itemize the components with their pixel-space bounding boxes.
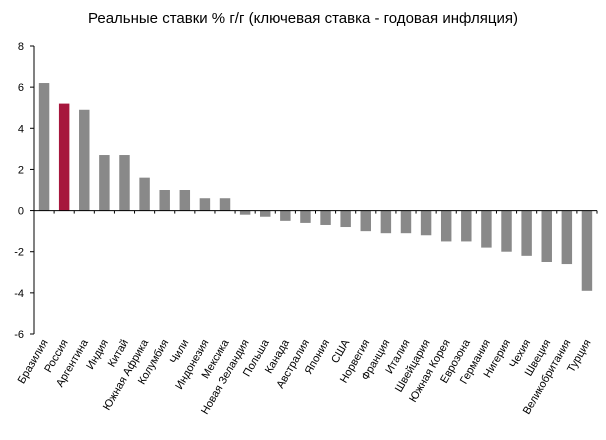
bar <box>58 103 70 211</box>
bar <box>199 198 211 211</box>
y-tick-label: 4 <box>18 123 24 135</box>
y-tick-label: 0 <box>18 206 24 218</box>
bar <box>159 190 170 211</box>
y-tick-label: 8 <box>18 41 24 53</box>
bar <box>581 210 593 291</box>
bar <box>99 155 110 211</box>
y-tick-label: -4 <box>14 288 24 300</box>
bar <box>420 210 432 236</box>
bar <box>521 210 532 256</box>
bar <box>280 210 291 221</box>
bar <box>38 83 50 211</box>
bar <box>179 190 191 211</box>
bar <box>79 109 90 211</box>
bar <box>461 210 472 242</box>
bar <box>219 198 231 211</box>
bar <box>481 210 492 248</box>
bar <box>239 210 251 215</box>
bar <box>260 210 271 217</box>
bar <box>561 210 573 265</box>
y-tick-label: 6 <box>18 82 24 94</box>
bar <box>300 210 311 223</box>
bar <box>360 210 371 232</box>
bar <box>541 210 552 262</box>
y-tick-label: 2 <box>18 164 24 176</box>
bar <box>440 210 452 242</box>
bar <box>501 210 512 252</box>
bar <box>380 210 392 234</box>
y-tick-label: -6 <box>14 329 24 341</box>
bar <box>139 177 150 211</box>
bar <box>320 210 331 225</box>
bar <box>119 155 130 211</box>
chart-title: Реальные ставки % г/г (ключевая ставка -… <box>88 10 518 27</box>
bar <box>400 210 412 234</box>
bar <box>340 210 351 228</box>
y-tick-label: -2 <box>14 247 24 259</box>
